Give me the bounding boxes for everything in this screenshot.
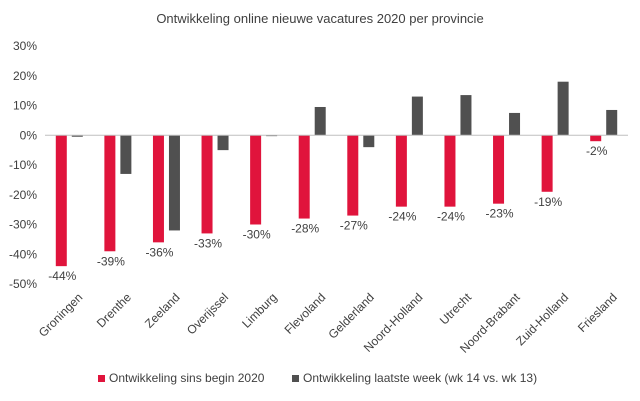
chart-title: Ontwikkeling online nieuwe vacatures 202… (156, 11, 483, 26)
y-tick-label: -40% (9, 247, 37, 261)
y-tick-label: 10% (13, 99, 37, 113)
bar-series-1 (152, 135, 164, 243)
bar-series-2 (363, 135, 375, 148)
data-label: -23% (486, 207, 514, 221)
bar-series-1 (493, 135, 505, 204)
legend: Ontwikkeling sins begin 2020 Ontwikkelin… (98, 371, 537, 385)
x-tick-label: Gelderland (325, 290, 376, 341)
data-label: -39% (97, 254, 125, 268)
x-tick-label: Flevoland (282, 290, 329, 337)
y-tick-label: -20% (9, 188, 37, 202)
bar-series-2 (557, 81, 569, 136)
bar-series-2 (120, 135, 132, 174)
bar-series-2 (606, 109, 618, 136)
bar-series-2 (460, 95, 472, 136)
data-labels: -44% -39% -36% -33% -30% -28% -27% -24% -24% -23%… (48, 144, 607, 283)
bar-series-1 (250, 135, 262, 225)
bar-series-1 (347, 135, 359, 216)
bar-series-1 (395, 135, 407, 207)
data-label: -44% (48, 269, 76, 283)
x-tick-label: Overijssel (184, 290, 231, 337)
x-tick-label: Friesland (575, 290, 620, 335)
legend-swatch-series-2 (292, 375, 299, 382)
data-label: -36% (145, 245, 173, 259)
data-label: -19% (534, 195, 562, 209)
x-tick-label: Zeeland (142, 290, 183, 331)
bar-series-1 (55, 135, 67, 267)
legend-swatch-series-1 (98, 375, 105, 382)
bar-series-1 (590, 135, 602, 142)
data-label: -30% (243, 228, 271, 242)
y-tick-label: -50% (9, 277, 37, 291)
bars (55, 81, 618, 267)
x-tick-label: Utrecht (437, 290, 475, 328)
data-label: -33% (194, 236, 222, 250)
y-tick-label: 20% (13, 69, 37, 83)
y-tick-label: -30% (9, 218, 37, 232)
legend-label-series-2: Ontwikkeling laatste week (wk 14 vs. wk … (303, 371, 537, 385)
bar-series-1 (298, 135, 310, 219)
y-tick-label: 0% (20, 128, 38, 142)
y-tick-label: 30% (13, 39, 37, 53)
data-label: -27% (340, 219, 368, 233)
x-tick-label: Limburg (239, 290, 280, 331)
bar-series-1 (104, 135, 116, 252)
bar-series-2 (168, 135, 180, 231)
bar-series-2 (217, 135, 229, 151)
data-label: -2% (586, 144, 608, 158)
bar-series-1 (201, 135, 213, 234)
y-tick-label: -10% (9, 158, 37, 172)
bar-series-1 (444, 135, 456, 207)
bar-series-1 (541, 135, 553, 192)
x-tick-label: Groningen (36, 290, 86, 340)
bar-series-2 (411, 96, 423, 136)
x-tick-label: Drenthe (94, 290, 134, 330)
data-label: -28% (291, 222, 319, 236)
data-label: -24% (437, 210, 465, 224)
legend-label-series-1: Ontwikkeling sins begin 2020 (109, 371, 265, 385)
x-axis-labels: Groningen Drenthe Zeeland Overijssel Limburg… (36, 290, 620, 356)
data-label: -24% (388, 210, 416, 224)
x-tick-label: Zuid-Holland (513, 290, 571, 348)
bar-series-2 (71, 135, 83, 137)
bar-series-2 (509, 112, 521, 136)
bar-series-2 (314, 106, 326, 136)
y-axis: 30% 20% 10% 0% -10% -20% -30% -40% -50% (9, 39, 37, 291)
